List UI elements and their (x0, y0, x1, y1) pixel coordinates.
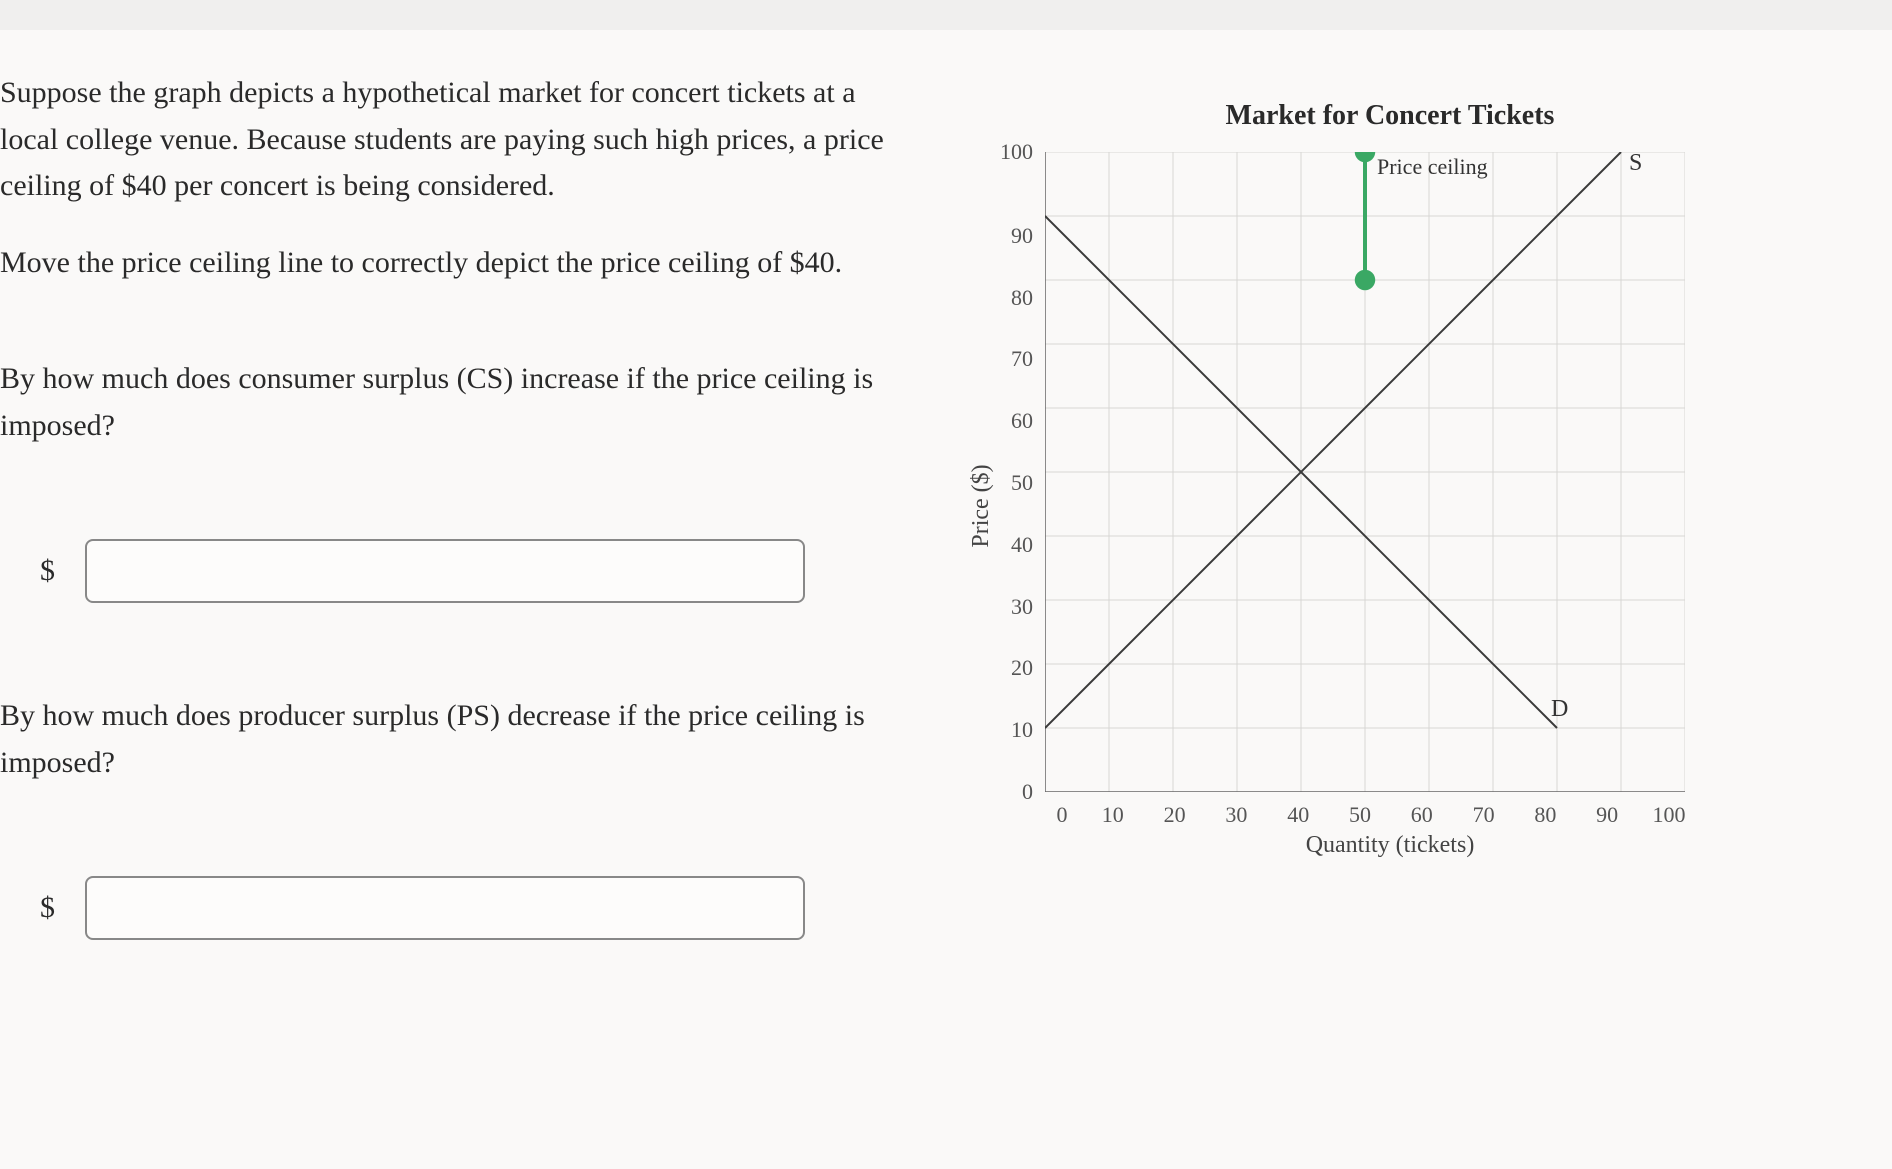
chart-svg (1045, 152, 1685, 792)
question-page: Suppose the graph depicts a hypothetical… (0, 30, 1892, 1169)
y-tick: 80 (1011, 287, 1033, 309)
y-tick: 60 (1011, 410, 1033, 432)
price-ceiling-handle-bottom[interactable] (1355, 270, 1375, 290)
chart-title: Market for Concert Tickets (1000, 100, 1780, 132)
x-tick: 50 (1349, 802, 1371, 828)
cs-answer-row: $ (40, 539, 920, 603)
y-tick: 30 (1011, 596, 1033, 618)
x-tick: 30 (1225, 802, 1247, 828)
x-tick: 90 (1596, 802, 1618, 828)
x-tick: 70 (1473, 802, 1495, 828)
intro-text: Suppose the graph depicts a hypothetical… (0, 70, 920, 210)
y-tick: 50 (1011, 472, 1033, 494)
chart-wrap: Market for Concert Tickets Price ($) 100… (1000, 100, 1780, 859)
instruction-text: Move the price ceiling line to correctly… (0, 240, 920, 287)
ps-question-text: By how much does producer surplus (PS) d… (0, 693, 920, 786)
y-tick: 10 (1011, 719, 1033, 741)
question-column: Suppose the graph depicts a hypothetical… (0, 70, 960, 1129)
y-axis-label: Price ($) (968, 464, 995, 547)
ps-answer-input[interactable] (85, 876, 805, 940)
cs-answer-input[interactable] (85, 539, 805, 603)
y-tick: 40 (1011, 534, 1033, 556)
x-tick: 60 (1411, 802, 1433, 828)
y-tick: 90 (1011, 225, 1033, 247)
plot-container: 1009080706050403020100 SDPrice ceiling (1000, 152, 1780, 792)
y-tick: 20 (1011, 657, 1033, 679)
y-tick: 100 (1000, 141, 1033, 163)
x-tick: 100 (1652, 802, 1685, 828)
supply-line (1045, 152, 1621, 728)
chart-plot[interactable]: SDPrice ceiling (1045, 152, 1685, 792)
y-axis-ticks: 1009080706050403020100 (1000, 152, 1045, 792)
x-axis-ticks: 0102030405060708090100 (1062, 802, 1702, 828)
cs-question-text: By how much does consumer surplus (CS) i… (0, 356, 920, 449)
dollar-label-cs: $ (40, 554, 55, 588)
chart-column: Market for Concert Tickets Price ($) 100… (960, 70, 1832, 1129)
dollar-label-ps: $ (40, 891, 55, 925)
chart-area: Price ($) 1009080706050403020100 SDPrice… (1000, 152, 1780, 859)
x-tick: 0 (1057, 802, 1068, 828)
x-tick: 40 (1287, 802, 1309, 828)
y-tick: 0 (1022, 781, 1033, 803)
x-axis-label: Quantity (tickets) (1000, 832, 1780, 859)
x-tick: 20 (1164, 802, 1186, 828)
ps-answer-row: $ (40, 876, 920, 940)
x-tick: 10 (1102, 802, 1124, 828)
y-tick: 70 (1011, 348, 1033, 370)
x-tick: 80 (1534, 802, 1556, 828)
price-ceiling-handle-top[interactable] (1355, 152, 1375, 162)
